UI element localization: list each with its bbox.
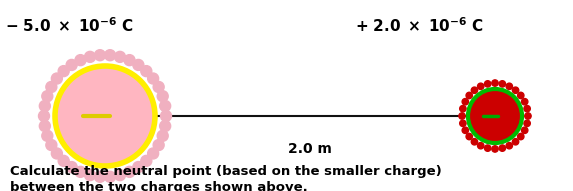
Circle shape [462,127,469,134]
Circle shape [52,148,62,159]
Circle shape [160,100,171,112]
Text: 2.0 m: 2.0 m [288,142,332,156]
Circle shape [75,166,86,177]
Circle shape [477,142,484,149]
Circle shape [471,87,478,93]
Circle shape [153,140,164,151]
Circle shape [160,111,171,121]
Circle shape [477,83,484,90]
Circle shape [160,121,171,132]
Text: $\mathbf{+\ 2.0\ \times\ 10^{-6}\ C}$: $\mathbf{+\ 2.0\ \times\ 10^{-6}\ C}$ [355,16,484,35]
Circle shape [95,50,105,61]
Circle shape [512,138,519,145]
Circle shape [115,51,125,62]
Circle shape [141,155,152,166]
Circle shape [157,91,168,102]
Circle shape [55,66,155,166]
Text: between the two charges shown above.: between the two charges shown above. [10,181,308,191]
Circle shape [484,81,491,87]
Circle shape [148,73,159,84]
Circle shape [104,171,116,182]
Circle shape [460,120,466,126]
Circle shape [499,81,505,87]
Circle shape [512,87,519,93]
Circle shape [85,170,96,181]
Circle shape [153,82,164,92]
Circle shape [85,51,96,62]
Circle shape [492,146,498,152]
Circle shape [492,80,498,86]
Circle shape [506,83,512,90]
Circle shape [524,105,531,112]
Circle shape [157,130,168,141]
Circle shape [124,166,135,177]
Circle shape [58,66,69,77]
Circle shape [115,170,125,181]
Circle shape [95,171,105,182]
Circle shape [524,120,531,126]
Circle shape [468,89,522,143]
Circle shape [66,59,77,70]
Circle shape [42,91,53,102]
Circle shape [484,145,491,151]
Circle shape [462,99,469,105]
Circle shape [133,59,144,70]
Text: $\mathbf{-\ 5.0\ \times\ 10^{-6}\ C}$: $\mathbf{-\ 5.0\ \times\ 10^{-6}\ C}$ [5,16,134,35]
Circle shape [521,127,528,134]
Circle shape [104,50,116,61]
Circle shape [466,92,473,99]
Circle shape [471,138,478,145]
Circle shape [52,73,62,84]
Circle shape [38,111,49,121]
Circle shape [124,55,135,66]
Circle shape [525,113,531,119]
Circle shape [133,162,144,172]
Circle shape [75,55,86,66]
Circle shape [506,142,512,149]
Circle shape [46,82,57,92]
Text: Calculate the neutral point (based on the smaller charge): Calculate the neutral point (based on th… [10,165,442,178]
Circle shape [40,100,50,112]
Circle shape [40,121,50,132]
Circle shape [460,105,466,112]
Circle shape [459,113,465,119]
Circle shape [466,133,473,140]
Circle shape [521,99,528,105]
Circle shape [66,162,77,172]
Circle shape [499,145,505,151]
Circle shape [58,155,69,166]
Circle shape [517,133,524,140]
Circle shape [42,130,53,141]
Circle shape [148,148,159,159]
Circle shape [46,140,57,151]
Circle shape [517,92,524,99]
Circle shape [141,66,152,77]
